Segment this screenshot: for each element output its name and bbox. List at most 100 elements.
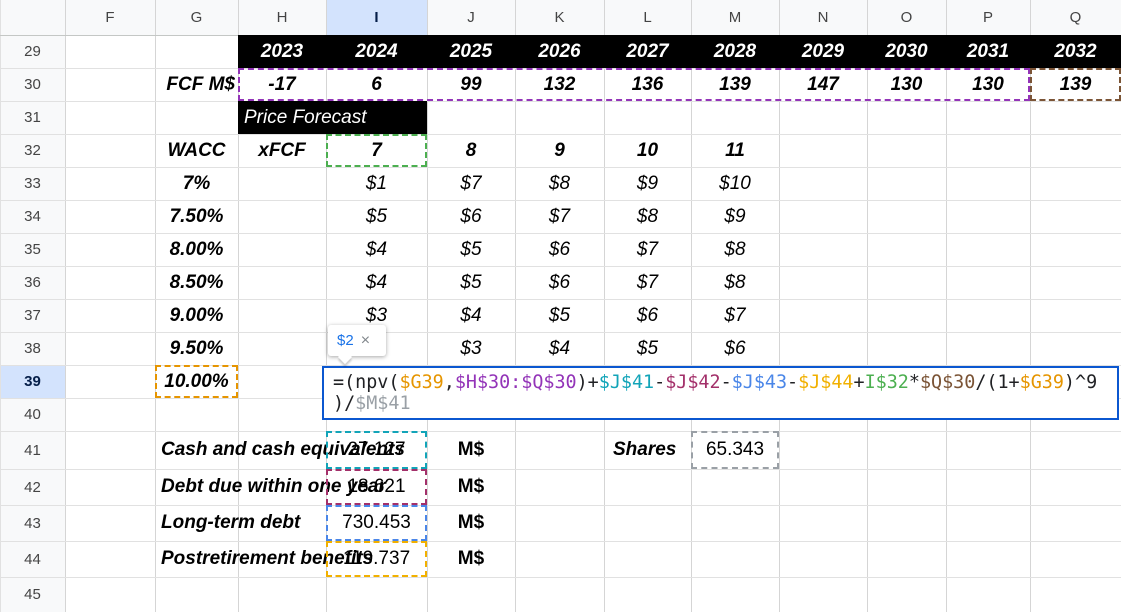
balance-unit[interactable]: M$	[457, 439, 485, 460]
price-value[interactable]: $7	[636, 271, 659, 293]
price-value[interactable]: $6	[460, 205, 482, 227]
shares-value[interactable]: 65.343	[705, 439, 765, 460]
price-value[interactable]: $9	[724, 205, 746, 227]
year-cell[interactable]: 2025	[427, 35, 515, 68]
wacc-value[interactable]: 7.50%	[169, 205, 224, 227]
column-header[interactable]: Q	[1030, 0, 1121, 35]
multiple[interactable]: 7	[371, 139, 382, 161]
row-header[interactable]: 31	[0, 101, 65, 134]
fcf-value[interactable]: 99	[460, 73, 482, 95]
wacc-header[interactable]: WACC	[167, 139, 226, 161]
fcf-value[interactable]: 130	[972, 73, 1004, 95]
column-header[interactable]: L	[604, 0, 691, 35]
balance-label[interactable]: Debt due within one year	[161, 476, 386, 497]
price-value[interactable]: $5	[460, 238, 482, 260]
wacc-value[interactable]: 8.00%	[169, 238, 224, 260]
price-value[interactable]: $4	[365, 238, 388, 260]
price-value[interactable]: $7	[548, 205, 571, 227]
wacc-value[interactable]: 9.50%	[169, 337, 224, 359]
price-value[interactable]: $3	[460, 337, 482, 359]
price-value[interactable]: $4	[460, 304, 482, 326]
row-header[interactable]: 41	[0, 431, 65, 469]
balance-value[interactable]: 18.621	[347, 476, 406, 497]
column-header[interactable]: N	[779, 0, 867, 35]
row-header[interactable]: 32	[0, 134, 65, 167]
row-header[interactable]: 29	[0, 35, 65, 68]
row-header[interactable]: 40	[0, 398, 65, 431]
year-cell[interactable]: 2030	[867, 35, 946, 68]
price-value[interactable]: $5	[365, 205, 388, 227]
balance-value[interactable]: 119.737	[342, 548, 411, 569]
fcf-value[interactable]: 130	[890, 73, 923, 95]
row-header[interactable]: 33	[0, 167, 65, 200]
price-value[interactable]: $8	[724, 238, 746, 260]
price-forecast-title[interactable]: Price Forecast	[238, 101, 427, 134]
row-header[interactable]: 34	[0, 200, 65, 233]
price-value[interactable]: $1	[365, 172, 388, 194]
price-value[interactable]: $8	[548, 172, 571, 194]
year-cell[interactable]: 2026	[515, 35, 604, 68]
column-header[interactable]: P	[946, 0, 1030, 35]
row-header[interactable]: 38	[0, 332, 65, 365]
balance-value[interactable]: 730.453	[342, 512, 411, 533]
price-value[interactable]: $7	[460, 172, 482, 194]
row-header[interactable]: 39	[0, 365, 65, 398]
balance-value[interactable]: 27.127	[347, 439, 406, 460]
year-cell[interactable]: 2028	[691, 35, 779, 68]
fcf-value[interactable]: 132	[543, 73, 576, 95]
price-value[interactable]: $7	[724, 304, 746, 326]
wacc-value[interactable]: 7%	[182, 172, 211, 194]
price-value[interactable]: $7	[636, 238, 659, 260]
row-header[interactable]: 35	[0, 233, 65, 266]
price-value[interactable]: $10	[719, 172, 751, 194]
fcf-value[interactable]: 147	[807, 73, 839, 95]
multiple[interactable]: 11	[725, 139, 745, 161]
price-value[interactable]: $9	[636, 172, 659, 194]
balance-unit[interactable]: M$	[457, 548, 485, 569]
year-cell[interactable]: 2032	[1030, 35, 1121, 68]
fcf-value[interactable]: 136	[631, 73, 664, 95]
price-value[interactable]: $4	[365, 271, 388, 293]
row-header[interactable]: 44	[0, 541, 65, 577]
year-cell[interactable]: 2029	[779, 35, 867, 68]
fcf-value[interactable]: 139	[1059, 73, 1092, 95]
price-value[interactable]: $6	[724, 337, 746, 359]
year-cell[interactable]: 2027	[604, 35, 691, 68]
price-value[interactable]: $5	[548, 304, 571, 326]
price-value[interactable]: $6	[548, 238, 571, 260]
column-header[interactable]: J	[427, 0, 515, 35]
column-header[interactable]: F	[65, 0, 155, 35]
shares-label[interactable]: Shares	[613, 439, 677, 460]
xfcf-header[interactable]: xFCF	[258, 139, 306, 161]
row-header[interactable]: 43	[0, 505, 65, 541]
price-value[interactable]: $4	[548, 337, 571, 359]
fcf-value[interactable]: 6	[371, 73, 382, 95]
wacc-value[interactable]: 9.00%	[169, 304, 224, 326]
fcf-label[interactable]: FCF M$	[166, 73, 235, 95]
multiple[interactable]: 8	[465, 139, 477, 161]
column-header[interactable]: I	[326, 0, 427, 35]
multiple[interactable]: 10	[636, 139, 659, 161]
price-value[interactable]: $6	[548, 271, 571, 293]
price-value[interactable]: $8	[636, 205, 659, 227]
year-cell[interactable]: 2024	[326, 35, 427, 68]
balance-unit[interactable]: M$	[457, 476, 485, 497]
tooltip-close[interactable]: ×	[360, 331, 371, 349]
row-header[interactable]: 30	[0, 68, 65, 101]
column-header[interactable]: M	[691, 0, 779, 35]
fcf-value[interactable]: -17	[268, 73, 296, 95]
price-value[interactable]: $5	[460, 271, 482, 293]
wacc-value[interactable]: 8.50%	[169, 271, 224, 293]
price-value[interactable]: $5	[636, 337, 659, 359]
year-cell[interactable]: 2031	[946, 35, 1030, 68]
balance-label[interactable]: Cash and cash equivalents	[161, 439, 405, 460]
price-value[interactable]: $3	[365, 304, 388, 326]
row-header[interactable]: 36	[0, 266, 65, 299]
column-header[interactable]: K	[515, 0, 604, 35]
multiple[interactable]: 9	[554, 139, 565, 161]
row-header[interactable]: 37	[0, 299, 65, 332]
column-header[interactable]: H	[238, 0, 326, 35]
fcf-value[interactable]: 139	[719, 73, 751, 95]
column-header[interactable]: O	[867, 0, 946, 35]
balance-label[interactable]: Long-term debt	[161, 512, 301, 533]
